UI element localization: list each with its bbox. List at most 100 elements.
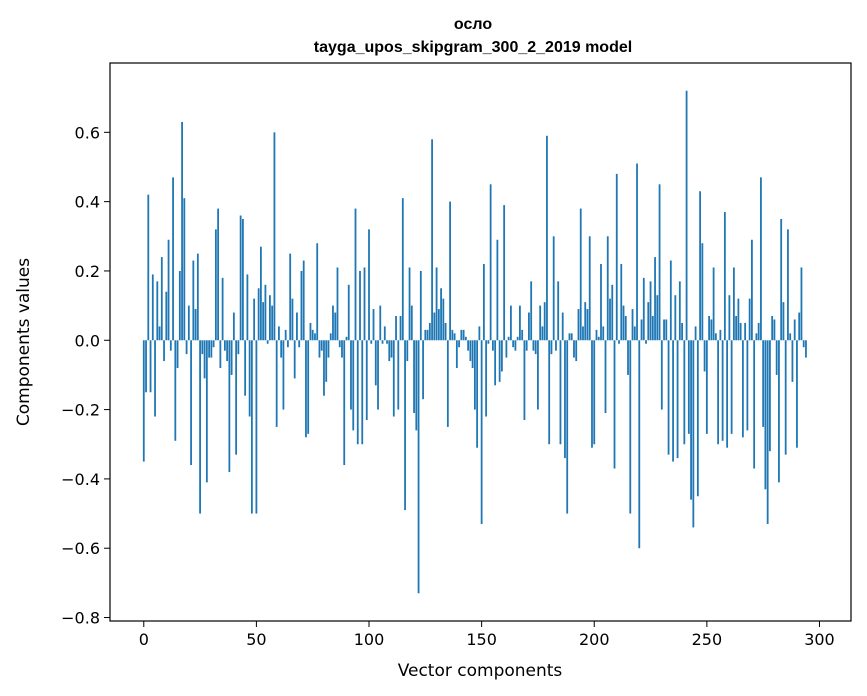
bar-18: [183, 198, 186, 341]
bar-95: [356, 340, 359, 445]
bar-158: [498, 340, 501, 382]
x-axis-label: Vector components: [398, 661, 563, 681]
bar-215: [627, 340, 629, 375]
bar-64: [287, 340, 289, 348]
bar-6: [156, 281, 159, 341]
bar-244: [692, 340, 695, 528]
bar-104: [377, 340, 379, 410]
bar-162: [507, 336, 510, 341]
bar-155: [491, 340, 494, 351]
bar-267: [744, 322, 747, 341]
bar-275: [762, 340, 765, 427]
bar-230: [660, 340, 663, 410]
bar-14: [174, 340, 177, 441]
bar-268: [746, 340, 749, 431]
bar-164: [512, 340, 515, 348]
bar-222: [642, 277, 645, 341]
bar-66: [291, 298, 294, 341]
bar-171: [528, 312, 530, 341]
y-tick-label-5: 0.2: [75, 262, 100, 281]
bar-262: [732, 267, 735, 341]
bar-228: [656, 295, 659, 341]
x-tick-label-50: 50: [246, 630, 266, 649]
bar-189: [568, 333, 571, 341]
x-tick-label-250: 250: [692, 630, 723, 649]
bar-57: [271, 305, 274, 341]
bar-187: [564, 340, 566, 459]
bar-54: [264, 284, 267, 341]
bar-73: [307, 340, 310, 434]
bar-192: [575, 340, 578, 362]
bar-108: [386, 340, 388, 344]
bar-131: [437, 309, 440, 341]
bar-20: [187, 305, 190, 341]
bar-259: [726, 340, 729, 448]
x-tick-label-100: 100: [354, 630, 385, 649]
y-tick-label-3: −0.2: [61, 401, 100, 420]
bar-17: [181, 121, 183, 341]
bar-138: [453, 333, 456, 341]
bar-86: [336, 267, 339, 341]
bar-123: [419, 270, 422, 341]
bar-87: [338, 340, 341, 348]
bar-58: [273, 132, 276, 341]
bar-252: [710, 319, 713, 341]
bar-25: [199, 340, 201, 514]
bar-41: [235, 340, 238, 455]
bar-110: [390, 340, 393, 358]
bar-157: [496, 239, 499, 341]
bar-114: [399, 316, 402, 341]
bar-35: [221, 277, 224, 341]
bar-147: [473, 340, 476, 410]
bar-237: [676, 340, 679, 459]
bar-286: [787, 229, 789, 341]
bar-272: [755, 333, 758, 341]
bar-128: [431, 139, 433, 341]
bar-260: [728, 295, 731, 341]
bar-160: [503, 205, 506, 341]
bar-42: [237, 340, 240, 355]
bar-98: [363, 267, 366, 341]
x-tick-label-0: 0: [139, 630, 149, 649]
bar-149: [478, 326, 481, 341]
bar-153: [487, 340, 490, 344]
bar-207: [609, 298, 611, 341]
y-tick-label-7: 0.6: [75, 123, 100, 142]
bar-174: [534, 340, 537, 355]
bar-166: [516, 336, 519, 341]
y-tick-label-2: −0.4: [61, 470, 100, 489]
bar-293: [802, 340, 805, 348]
bar-229: [658, 184, 661, 341]
bar-216: [629, 340, 632, 514]
bar-89: [343, 340, 346, 466]
bar-205: [604, 340, 607, 414]
bar-48: [250, 340, 253, 514]
bar-11: [167, 239, 170, 341]
bar-294: [805, 340, 807, 358]
bar-105: [379, 305, 382, 341]
bar-88: [341, 340, 343, 358]
bar-161: [505, 340, 508, 358]
bar-218: [633, 326, 636, 341]
bar-43: [239, 215, 242, 341]
bar-100: [368, 229, 370, 341]
bar-111: [392, 340, 395, 417]
bar-197: [586, 309, 589, 341]
bar-101: [370, 340, 373, 344]
bar-68: [296, 312, 298, 341]
y-tick-label-6: 0.4: [75, 193, 100, 212]
bar-245: [694, 326, 697, 341]
bar-50: [255, 340, 258, 514]
bar-37: [226, 340, 229, 362]
bar-30: [210, 340, 213, 358]
bar-167: [519, 305, 521, 341]
bar-194: [579, 208, 582, 341]
bar-61: [280, 340, 283, 358]
bar-225: [649, 281, 652, 341]
bar-4: [151, 274, 154, 341]
bar-217: [631, 309, 634, 341]
bar-96: [359, 270, 361, 341]
bar-126: [426, 329, 429, 341]
bar-99: [365, 340, 368, 420]
bar-202: [597, 336, 600, 341]
